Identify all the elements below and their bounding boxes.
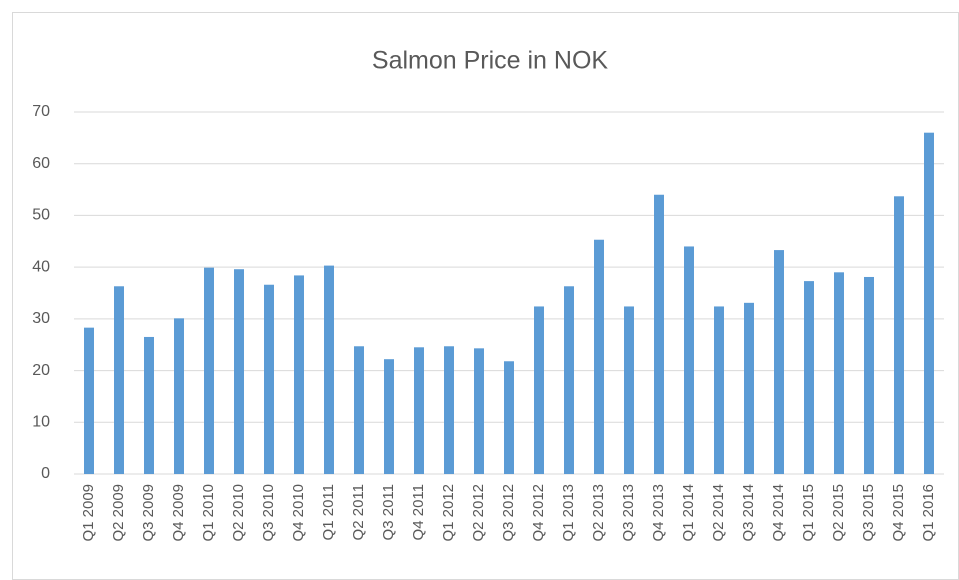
bar [114,286,124,474]
bar [204,267,214,474]
bar [474,348,484,474]
bar [294,275,304,474]
x-tick-label: Q2 2011 [350,484,367,540]
bar [144,336,154,474]
bar [834,272,844,474]
bar [774,250,784,474]
y-tick-label: 70 [32,103,50,120]
bar [444,346,454,474]
x-tick-label: Q4 2013 [650,484,667,542]
x-tick-label: Q1 2016 [920,484,937,542]
x-tick-label: Q1 2014 [680,484,697,542]
bar [264,284,274,474]
y-tick-label: 60 [32,155,50,172]
x-tick-label: Q1 2011 [320,484,337,540]
chart-title: Salmon Price in NOK [372,47,609,75]
x-tick-label: Q2 2015 [830,484,847,542]
bar [624,306,634,474]
x-tick-label: Q2 2014 [710,484,727,542]
bar [714,306,724,474]
x-tick-label: Q3 2014 [740,484,757,542]
bar [504,361,514,474]
bar [864,276,874,474]
x-tick-label: Q1 2010 [200,484,217,542]
x-tick-label: Q1 2013 [560,484,577,542]
x-tick-label: Q4 2015 [890,484,907,542]
y-tick-label: 10 [32,414,50,431]
bar [684,246,694,474]
y-tick-label: 0 [41,465,50,482]
x-tick-label: Q3 2012 [500,484,517,542]
x-tick-label: Q4 2012 [530,484,547,542]
bar [414,347,424,474]
x-tick-label: Q3 2010 [260,484,277,542]
x-tick-label: Q4 2014 [770,484,787,542]
y-tick-label: 20 [32,362,50,379]
y-tick-label: 30 [32,310,50,327]
bar [174,318,184,474]
x-tick-label: Q3 2011 [380,484,397,540]
x-tick-label: Q3 2015 [860,484,877,542]
bar [594,239,604,474]
x-tick-label: Q2 2010 [230,484,247,542]
bar [924,132,934,474]
bar [84,327,94,474]
chart-frame [12,12,959,580]
bar [324,265,334,474]
bar [804,281,814,474]
bar [744,302,754,474]
bar [894,196,904,474]
x-tick-label: Q2 2013 [590,484,607,542]
x-tick-label: Q1 2015 [800,484,817,542]
y-tick-label: 50 [32,207,50,224]
bar [354,346,364,474]
bar [234,269,244,474]
x-tick-label: Q3 2009 [140,484,157,542]
bar [534,306,544,474]
bar [384,359,394,474]
bar [564,286,574,474]
bar [654,194,664,474]
x-tick-label: Q1 2012 [440,484,457,542]
x-tick-label: Q4 2010 [290,484,307,542]
x-tick-label: Q4 2009 [170,484,187,542]
x-tick-label: Q2 2009 [110,484,127,542]
x-tick-label: Q3 2013 [620,484,637,542]
x-tick-label: Q1 2009 [80,484,97,542]
x-tick-label: Q4 2011 [410,484,427,540]
x-tick-label: Q2 2012 [470,484,487,542]
y-tick-label: 40 [32,258,50,275]
